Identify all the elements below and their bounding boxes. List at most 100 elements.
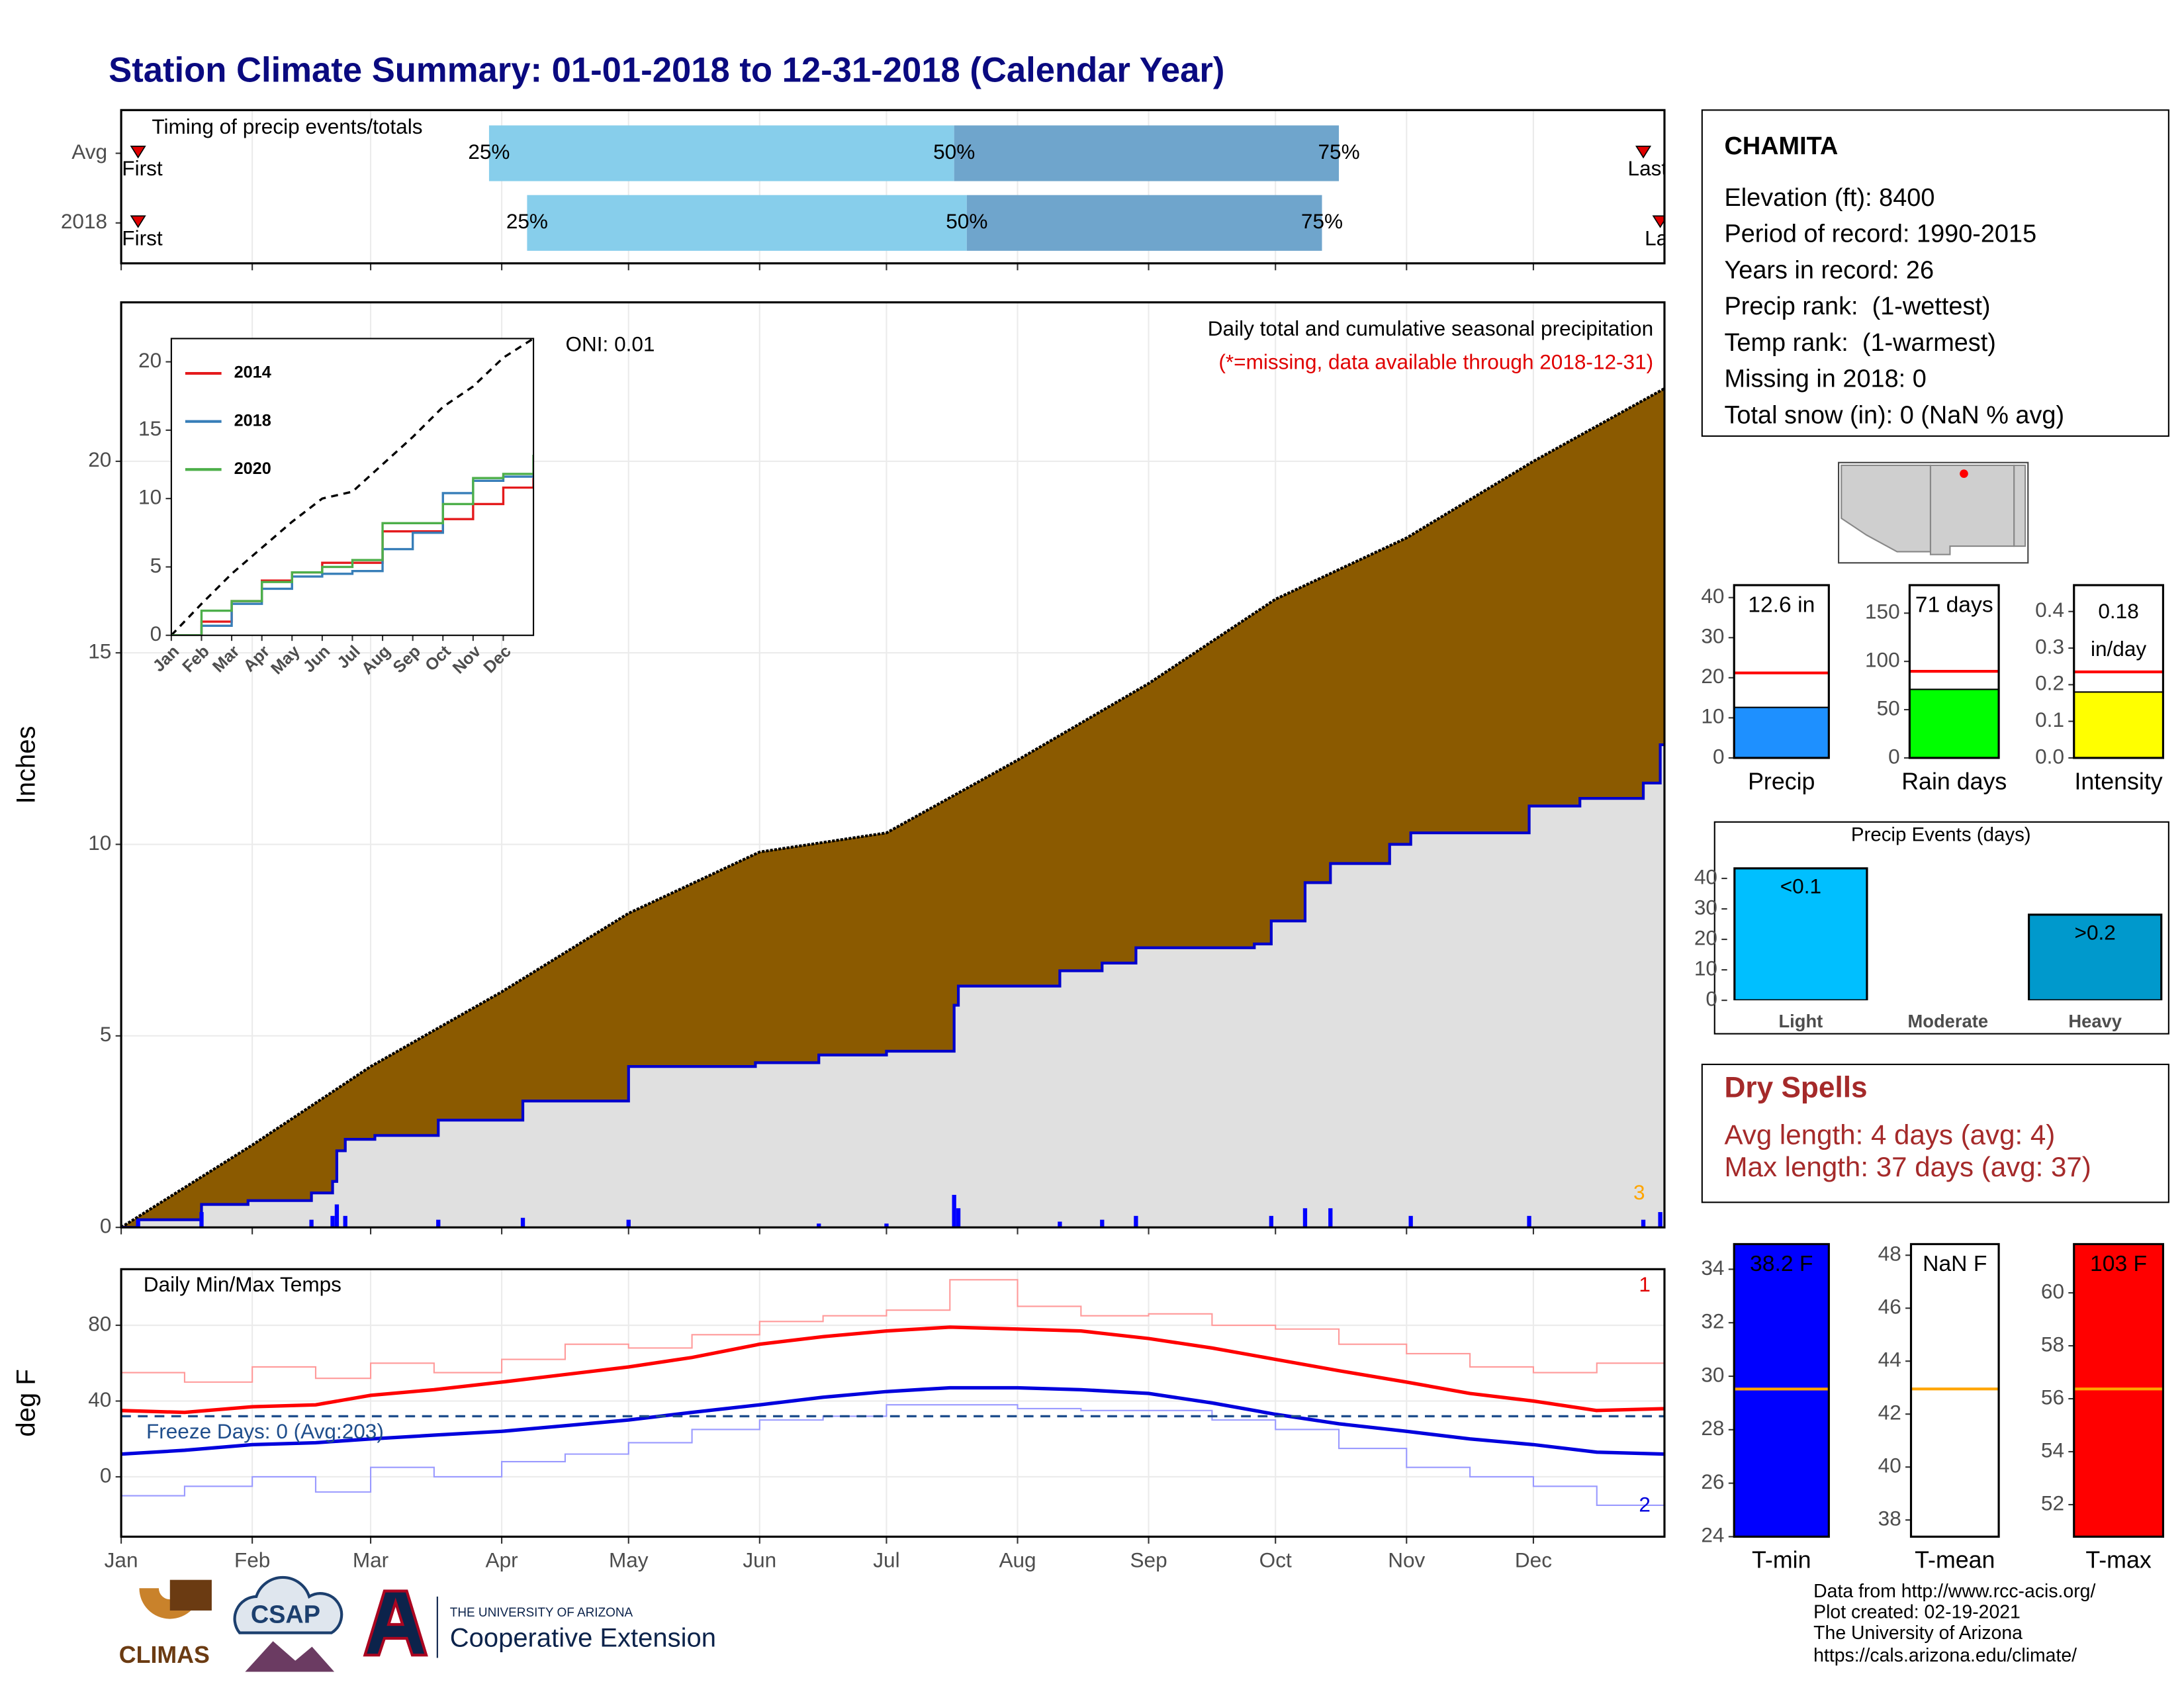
y-tick-label: 0.4 (2035, 598, 2064, 622)
inset-border (170, 338, 535, 636)
plot-frame (1911, 1244, 1999, 1537)
x-tick-label: Dec (1515, 1548, 1552, 1572)
y-tick-label: 5 (150, 553, 162, 577)
temp-plot (121, 1269, 1664, 1537)
climas-mark (169, 1579, 212, 1611)
daily-bar (952, 1194, 956, 1228)
daily-bar (626, 1219, 631, 1228)
quartile-bar (966, 195, 1322, 251)
x-tick-label: Oct (1259, 1548, 1292, 1572)
y-tick-label: 28 (1701, 1416, 1724, 1440)
plot-frame (121, 1269, 1664, 1537)
plot-border (1733, 584, 1830, 759)
row-label: Avg (71, 140, 107, 164)
oni: ONI: 0.01 (565, 332, 655, 355)
daily-bar (817, 1223, 821, 1228)
locator-map (1838, 461, 2029, 564)
plot-border (120, 109, 1666, 265)
dry-spells-box: Dry Spells Avg length: 4 days (avg: 4) M… (1701, 1063, 2169, 1203)
dry-spells-frame (1701, 1063, 2169, 1203)
y-tick-label: 0.3 (2035, 634, 2064, 658)
plot-border (1908, 584, 2000, 759)
daily-bar (136, 1219, 140, 1228)
value-label-line: in/day (2091, 637, 2146, 661)
y-tick-label: 40 (1878, 1454, 1901, 1477)
category-label: T-mean (1915, 1547, 1995, 1573)
plot-border (1733, 1243, 1830, 1538)
percent-label: 50% (946, 209, 987, 233)
y-tick-label: 30 (1701, 1362, 1724, 1386)
y-tick-label: 5 (100, 1022, 112, 1046)
y-tick-label: 50 (1877, 696, 1900, 720)
station-box: CHAMITA Elevation (ft): 8400 Period of r… (1701, 109, 2169, 437)
percent-label: 75% (1318, 140, 1359, 164)
logos: CLIMAS CSAP THE UNIVERSITY OF ARIZONA Co… (119, 1575, 716, 1672)
legend-label: 2018 (234, 411, 271, 430)
value-label: 103 F (2090, 1252, 2147, 1276)
bar-label: >0.2 (2075, 921, 2116, 945)
event-label: Last (1628, 156, 1668, 180)
y-tick-label: 0 (100, 1463, 112, 1487)
temp-line (121, 1279, 1664, 1383)
footer-line: Plot created: 02-19-2021 (1813, 1602, 2021, 1623)
daily-bar (309, 1219, 314, 1228)
y-tick-label: 0 (1888, 744, 1900, 768)
y-tick-label: 0.1 (2035, 708, 2064, 731)
bar-label: <0.1 (1780, 874, 1821, 898)
daily-bar (1641, 1219, 1646, 1228)
x-tick-label: Heavy (2068, 1011, 2122, 1031)
temp-line (121, 1325, 1664, 1415)
event-marker (130, 215, 146, 228)
daily-bar (884, 1223, 889, 1228)
y-tick-label: 0 (150, 622, 162, 645)
plot-border (120, 301, 1666, 1229)
quartile-bar (954, 125, 1340, 181)
daily-bar (1058, 1221, 1062, 1228)
y-tick-label: 40 (1701, 584, 1724, 608)
category-label: Precip (1748, 768, 1815, 794)
min-count: 2 (1639, 1492, 1651, 1516)
corner-label: 3 (1633, 1180, 1645, 1204)
bar (1734, 706, 1829, 758)
x-tick-label: Aug (999, 1548, 1036, 1572)
x-tick-label: Jan (105, 1548, 138, 1572)
percent-label: 75% (1301, 209, 1343, 233)
daily-bar (1527, 1215, 1531, 1228)
y-tick-label: 26 (1701, 1470, 1724, 1493)
bar (1734, 1244, 1829, 1537)
y-tick-label: 52 (2041, 1491, 2064, 1515)
university-text: THE UNIVERSITY OF ARIZONA (450, 1606, 633, 1620)
daily-bar (1658, 1212, 1662, 1228)
x-tick-label: Moderate (1907, 1011, 1988, 1031)
daily-bar (1302, 1208, 1308, 1228)
plot-border (1909, 1243, 2000, 1538)
daily-bar (343, 1215, 347, 1228)
bar-plot: <0.1 >0.2 (1733, 867, 2163, 1001)
daily-bar (1134, 1215, 1138, 1228)
y-tick-label: 48 (1878, 1242, 1901, 1266)
temp-line (121, 1385, 1664, 1456)
climas-text: CLIMAS (119, 1642, 210, 1668)
avg-line (121, 387, 1664, 1228)
station-name: CHAMITA (1724, 132, 1838, 160)
y-tick-label: 80 (88, 1311, 111, 1335)
y-tick-label: 10 (1694, 956, 1717, 980)
y-tick-label: 10 (1701, 704, 1724, 728)
y-tick-label: 0.0 (2035, 744, 2064, 768)
category-label: T-min (1752, 1547, 1811, 1573)
station-line: Elevation (ft): 8400 (1724, 184, 1934, 212)
y-tick-label: 60 (2041, 1279, 2064, 1303)
bar-plot (1734, 671, 1829, 758)
station-frame (1701, 109, 2169, 437)
y-tick-label: 24 (1701, 1523, 1724, 1547)
daily-bar (334, 1204, 340, 1228)
map-state (1929, 464, 2015, 555)
freeze-label: Freeze Days: 0 (Avg:203) (146, 1419, 384, 1443)
daily-bar (1408, 1215, 1413, 1228)
plot-border (120, 1268, 1666, 1538)
year-area (121, 745, 1664, 1228)
legend-label: 2014 (234, 363, 271, 382)
x-tick-label: Jun (743, 1548, 776, 1572)
csap-cloud (233, 1575, 343, 1634)
daily-bar (956, 1208, 961, 1228)
